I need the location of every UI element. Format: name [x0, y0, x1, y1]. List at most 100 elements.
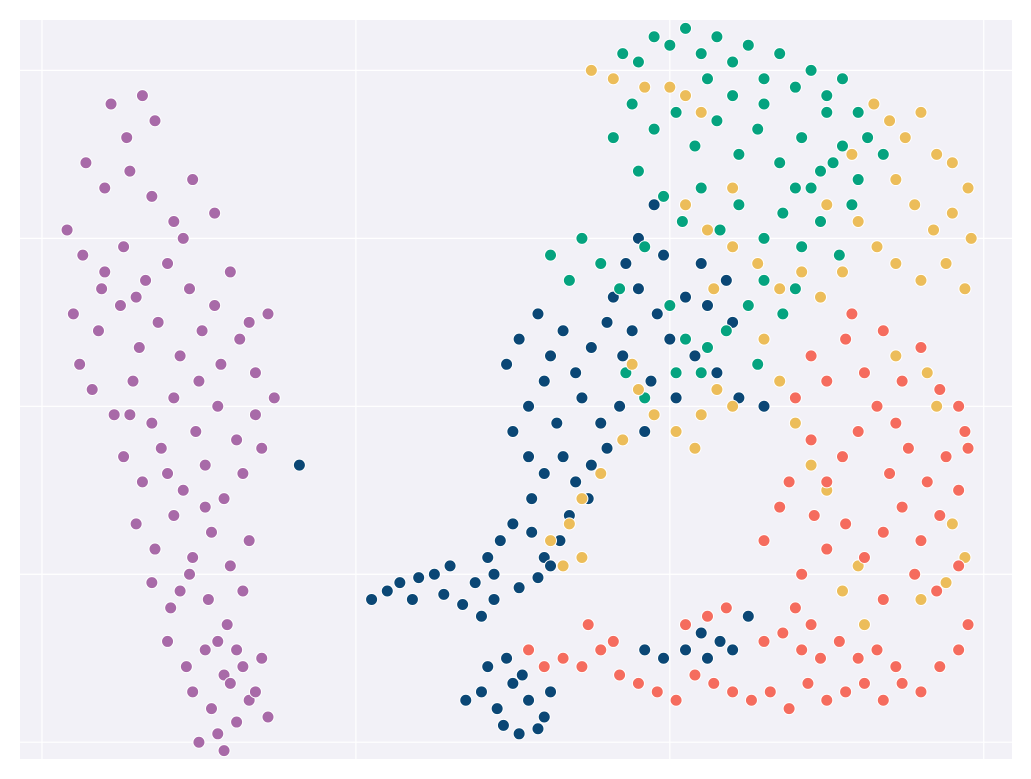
scatter-point — [851, 105, 865, 119]
scatter-point — [961, 618, 975, 632]
scatter-point — [292, 458, 306, 472]
scatter-point — [773, 47, 787, 61]
scatter-point — [365, 592, 379, 606]
scatter-point — [600, 315, 614, 329]
scatter-point — [487, 567, 501, 581]
scatter-point — [688, 441, 702, 455]
scatter-point — [657, 651, 671, 665]
scatter-point — [550, 416, 564, 430]
scatter-point — [236, 660, 250, 674]
scatter-point — [820, 693, 834, 707]
scatter-point — [839, 517, 853, 531]
scatter-point — [820, 198, 834, 212]
scatter-point — [638, 240, 652, 254]
scatter-point — [788, 181, 802, 195]
scatter-point — [223, 265, 237, 279]
scatter-point — [719, 273, 733, 287]
scatter-point — [939, 450, 953, 464]
scatter-point — [820, 475, 834, 489]
scatter-point — [135, 475, 149, 489]
scatter-point — [183, 567, 197, 581]
scatter-point — [870, 643, 884, 657]
scatter-point — [123, 408, 137, 422]
scatter-point — [481, 660, 495, 674]
scatter-point — [255, 651, 269, 665]
scatter-point — [562, 273, 576, 287]
scatter-point — [694, 105, 708, 119]
scatter-point — [920, 366, 934, 380]
scatter-point — [569, 475, 583, 489]
scatter-point — [804, 181, 818, 195]
scatter-point — [663, 299, 677, 313]
scatter-point — [211, 399, 225, 413]
scatter-point — [594, 257, 608, 271]
scatter-point — [669, 693, 683, 707]
scatter-point — [700, 72, 714, 86]
scatter-point — [883, 466, 897, 480]
scatter-point — [650, 307, 664, 321]
scatter-point — [233, 332, 247, 346]
series-2 — [544, 21, 890, 405]
scatter-point — [522, 693, 536, 707]
scatter-point — [613, 282, 627, 296]
scatter-point — [669, 391, 683, 405]
scatter-point — [669, 366, 683, 380]
scatter-point — [757, 634, 771, 648]
scatter-point — [857, 550, 871, 564]
scatter-point — [584, 63, 598, 77]
scatter-point — [544, 248, 558, 262]
scatter-point — [804, 433, 818, 447]
scatter-point — [832, 634, 846, 648]
scatter-point — [679, 643, 693, 657]
scatter-point — [861, 131, 875, 145]
scatter-point — [895, 676, 909, 690]
scatter-point — [176, 231, 190, 245]
scatter-point — [851, 424, 865, 438]
scatter-point — [713, 223, 727, 237]
scatter-point — [575, 550, 589, 564]
scatter-point — [845, 198, 859, 212]
scatter-point — [694, 366, 708, 380]
scatter-point — [707, 676, 721, 690]
scatter-point — [506, 424, 520, 438]
scatter-point — [710, 30, 724, 44]
plot-background — [20, 20, 1012, 759]
series-0 — [60, 89, 281, 758]
scatter-point — [562, 517, 576, 531]
scatter-point — [267, 391, 281, 405]
scatter-point — [726, 181, 740, 195]
scatter-point — [575, 492, 589, 506]
scatter-point — [525, 492, 539, 506]
scatter-point — [889, 660, 903, 674]
scatter-point — [776, 307, 790, 321]
scatter-point — [908, 198, 922, 212]
scatter-point — [726, 685, 740, 699]
scatter-point — [223, 676, 237, 690]
scatter-point — [710, 114, 724, 128]
scatter-point — [757, 97, 771, 111]
scatter-point — [261, 307, 275, 321]
scatter-point — [845, 307, 859, 321]
scatter-point — [186, 685, 200, 699]
scatter-point — [889, 416, 903, 430]
scatter-point — [804, 618, 818, 632]
scatter-point — [98, 265, 112, 279]
scatter-point — [594, 643, 608, 657]
scatter-point — [700, 609, 714, 623]
scatter-point — [584, 458, 598, 472]
scatter-point — [952, 399, 966, 413]
scatter-point — [920, 475, 934, 489]
scatter-point — [814, 215, 828, 229]
scatter-point — [167, 391, 181, 405]
scatter-point — [515, 668, 529, 682]
scatter-point — [669, 105, 683, 119]
scatter-point — [151, 315, 165, 329]
scatter-point — [867, 97, 881, 111]
scatter-point — [481, 550, 495, 564]
series-4 — [522, 307, 975, 716]
scatter-point — [663, 80, 677, 94]
scatter-point — [839, 332, 853, 346]
scatter-point — [616, 349, 630, 363]
scatter-point — [782, 475, 796, 489]
